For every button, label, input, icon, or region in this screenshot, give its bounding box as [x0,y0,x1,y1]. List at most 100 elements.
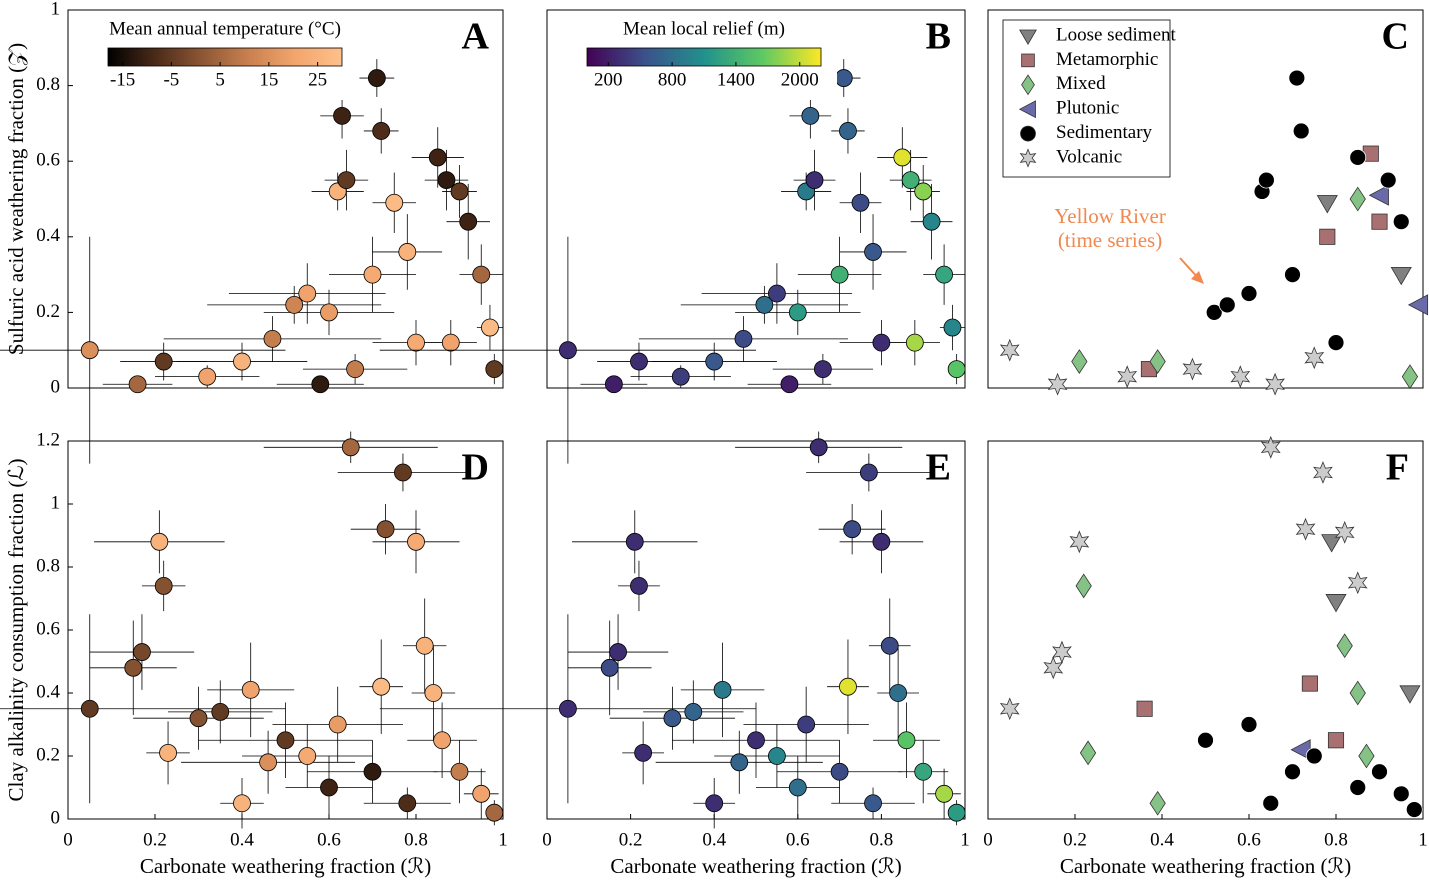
x-tick-label: 0.8 [870,829,894,850]
point [609,643,627,661]
colorbar-tick-label: 25 [308,69,327,90]
x-tick-label: 0.4 [1150,829,1174,850]
x-tick-label: 0.2 [1063,829,1087,850]
point [839,677,857,696]
y-tick-label: 1 [51,0,61,19]
point [897,731,916,750]
point [259,753,278,772]
point [1327,334,1345,352]
point [705,794,724,813]
point [1075,573,1092,599]
point [1258,171,1275,189]
point [1349,680,1366,706]
point [472,784,491,803]
point [1390,266,1412,286]
point [450,762,469,781]
point [1260,435,1281,459]
axes-box [987,440,1424,820]
point [372,122,391,140]
point [133,643,151,661]
point [768,284,786,303]
point [1399,685,1421,704]
point [415,636,434,655]
point [1347,571,1368,595]
point [1136,700,1153,717]
point [428,148,447,167]
panel-label: F [1386,447,1409,489]
x-axis-label: Carbonate weathering fraction (ℛ) [1060,854,1351,878]
y-tick-label: 0.8 [36,555,60,576]
point [600,658,619,677]
point [1321,534,1343,553]
x-tick-label: 0 [542,829,552,850]
point [1349,149,1367,166]
point [839,122,857,140]
point [1407,294,1429,316]
point [634,743,653,762]
point [843,520,862,539]
point [1043,656,1064,680]
point [880,636,899,655]
point [935,265,953,284]
point [663,709,682,728]
x-tick-label: 0.4 [702,829,726,850]
colorbar-tick-label: -5 [163,69,179,90]
point [1047,372,1068,396]
point [241,680,260,699]
annotation: Yellow River [1054,204,1166,228]
point [472,265,491,284]
point [1079,740,1097,766]
legend-marker [1021,53,1035,68]
colorbar-tick-label: 800 [658,69,687,90]
x-tick-label: 0.4 [230,829,254,850]
point [730,753,749,772]
axes-box [67,9,504,389]
y-axis-label: Clay alkalinity consumption fraction (ℒ) [4,459,28,802]
plot-area [379,431,966,829]
point [285,295,304,314]
point [1265,372,1285,396]
point [604,375,623,394]
point [1405,801,1423,818]
point [788,303,807,322]
point [320,778,338,797]
y-tick-label: 0.2 [36,301,60,322]
point [159,743,177,762]
point [398,794,417,813]
point [424,684,443,702]
y-tick-label: 0.6 [36,150,60,171]
point [459,212,478,231]
point [889,684,908,702]
panel-label: B [926,16,951,58]
point [363,265,382,284]
point [298,284,317,303]
x-tick-label: 0.8 [404,829,428,850]
point [1069,530,1090,554]
annotation: (time series) [1058,228,1162,252]
point [755,295,774,314]
point [864,243,882,261]
point [1284,763,1301,781]
point [1305,747,1323,765]
point [450,182,469,201]
point [441,333,460,352]
x-tick-label: 1 [960,829,970,850]
point [705,352,724,371]
point [363,762,382,781]
point [128,375,147,394]
point [780,375,799,394]
point [328,715,347,734]
point [124,658,143,677]
point [1313,461,1333,484]
point [922,212,941,231]
point [935,784,953,803]
y-tick-label: 0 [51,376,61,397]
point [1295,517,1316,541]
colorbar [586,47,822,67]
point [367,69,386,87]
legend-marker [1019,148,1037,168]
point [1218,296,1236,314]
point [150,532,169,551]
x-tick-label: 0.6 [317,829,341,850]
y-tick-label: 1.2 [36,429,60,450]
